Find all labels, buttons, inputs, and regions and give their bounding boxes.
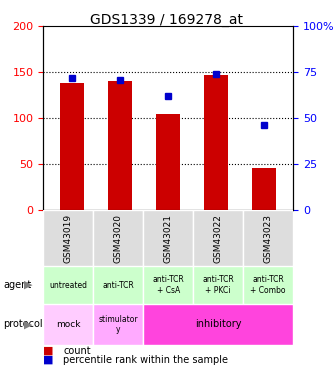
- Text: GSM43020: GSM43020: [114, 214, 123, 262]
- Text: percentile rank within the sample: percentile rank within the sample: [63, 355, 228, 365]
- Text: agent: agent: [3, 280, 32, 290]
- Text: stimulator
y: stimulator y: [99, 315, 138, 334]
- Text: GDS1339 / 169278_at: GDS1339 / 169278_at: [90, 13, 243, 27]
- Bar: [93, 210, 143, 266]
- Text: GSM43023: GSM43023: [263, 214, 273, 262]
- Text: count: count: [63, 346, 91, 355]
- Text: ■: ■: [43, 355, 54, 365]
- Text: anti-TCR
+ PKCi: anti-TCR + PKCi: [202, 275, 234, 295]
- Text: GSM43021: GSM43021: [164, 214, 173, 262]
- Bar: [243, 266, 293, 304]
- Text: GSM43019: GSM43019: [64, 214, 73, 262]
- Bar: [43, 304, 93, 345]
- Bar: [143, 304, 293, 345]
- Bar: [252, 168, 276, 210]
- Bar: [93, 304, 143, 345]
- Text: anti-TCR: anti-TCR: [102, 280, 134, 290]
- Bar: [143, 210, 193, 266]
- Bar: [193, 210, 243, 266]
- Text: protocol: protocol: [3, 320, 43, 329]
- Bar: [93, 266, 143, 304]
- Bar: [108, 81, 132, 210]
- Text: untreated: untreated: [49, 280, 87, 290]
- Bar: [60, 83, 84, 210]
- Text: ▶: ▶: [24, 280, 33, 290]
- Text: ▶: ▶: [24, 320, 33, 329]
- Text: anti-TCR
+ Combo: anti-TCR + Combo: [250, 275, 286, 295]
- Bar: [143, 266, 193, 304]
- Text: mock: mock: [56, 320, 81, 329]
- Bar: [243, 210, 293, 266]
- Text: ■: ■: [43, 346, 54, 355]
- Bar: [193, 266, 243, 304]
- Bar: [43, 210, 93, 266]
- Text: anti-TCR
+ CsA: anti-TCR + CsA: [152, 275, 184, 295]
- Bar: [43, 266, 93, 304]
- Bar: [156, 114, 180, 210]
- Text: inhibitory: inhibitory: [195, 320, 241, 329]
- Text: GSM43022: GSM43022: [213, 214, 223, 262]
- Bar: [204, 75, 228, 210]
